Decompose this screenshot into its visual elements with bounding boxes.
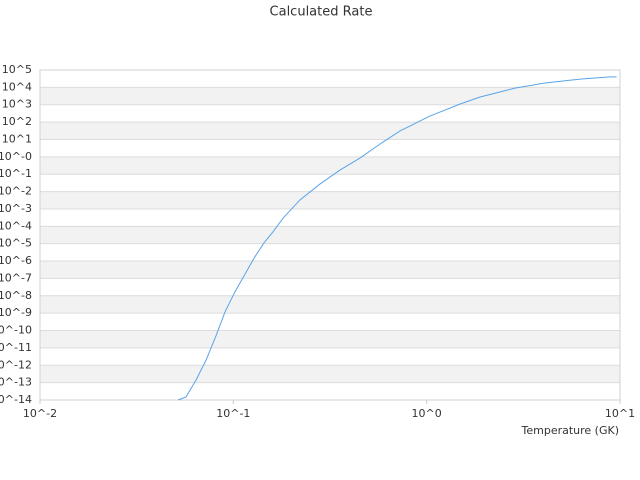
- grid-band: [40, 191, 620, 209]
- grid-band: [40, 365, 620, 383]
- y-tick-label: 10^-5: [0, 237, 32, 250]
- y-tick-label: 10^-13: [0, 376, 32, 389]
- y-tick-label: 10^-14: [0, 393, 32, 406]
- y-tick-label: 10^1: [2, 132, 32, 145]
- y-tick-label: 10^2: [2, 115, 32, 128]
- grid-band: [40, 261, 620, 279]
- x-tick-label: 10^0: [412, 407, 442, 420]
- x-axis-label: Temperature (GK): [521, 424, 620, 437]
- x-tick-label: 10^1: [605, 407, 635, 420]
- y-tick-label: 10^4: [2, 80, 32, 93]
- y-tick-label: 10^-4: [0, 219, 32, 232]
- y-tick-label: 10^-12: [0, 358, 32, 371]
- y-tick-label: 10^-6: [0, 254, 32, 267]
- x-tick-label: 10^-2: [23, 407, 57, 420]
- data-line: [177, 76, 617, 401]
- y-tick-label: 10^3: [2, 98, 32, 111]
- grid-band: [40, 122, 620, 140]
- plot-background: [40, 87, 620, 383]
- grid-band: [40, 295, 620, 314]
- y-tick-label: 10^-2: [0, 185, 32, 198]
- y-tick-label: 10^-10: [0, 324, 32, 337]
- chart-title: Calculated Rate: [270, 5, 373, 20]
- grid-band: [40, 330, 620, 348]
- grid-band: [40, 87, 620, 105]
- y-tick-label: 10^-3: [0, 202, 32, 215]
- y-tick-label: 10^-7: [0, 271, 32, 284]
- plot-border: [39, 69, 621, 401]
- grid-band: [40, 226, 620, 244]
- y-tick-label: 10^-11: [0, 341, 32, 354]
- y-tick-label: 10^-9: [0, 306, 32, 319]
- y-tick-label: 10^5: [2, 63, 32, 76]
- y-tick-label: 10^-0: [0, 150, 32, 163]
- grid-band: [40, 156, 620, 175]
- y-tick-label: 10^-1: [0, 167, 32, 180]
- x-tick-label: 10^-1: [216, 407, 250, 420]
- y-tick-label: 10^-8: [0, 289, 32, 302]
